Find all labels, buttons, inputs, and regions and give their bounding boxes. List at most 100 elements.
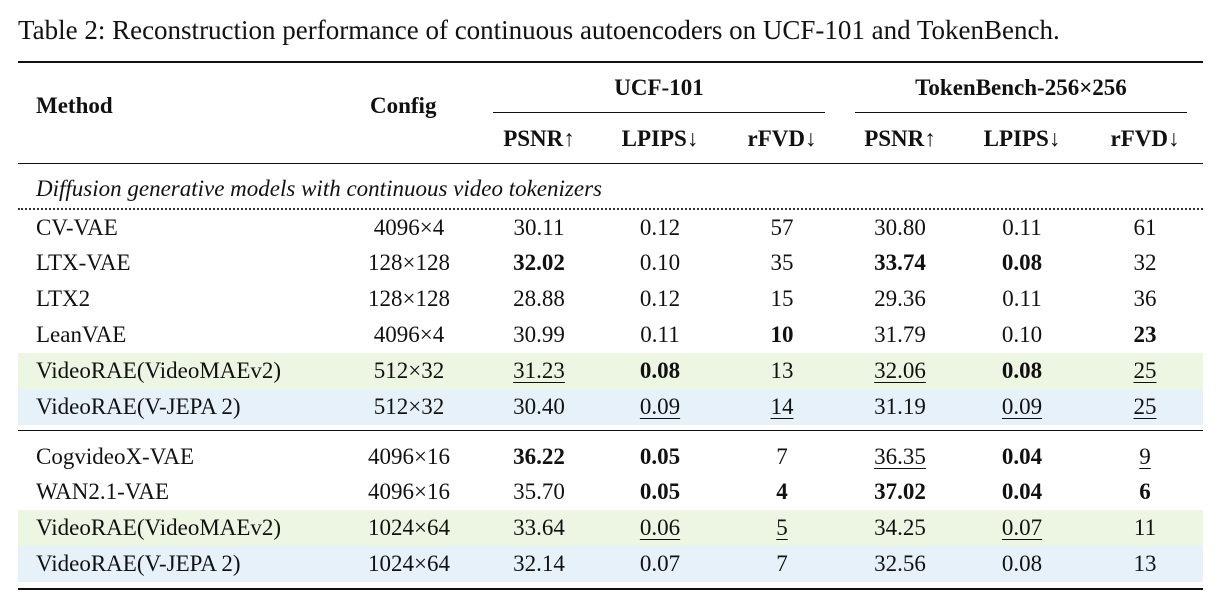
cell-ucf-rfvd: 7 [776,444,788,469]
cell-tb-lpips: 0.04 [1001,479,1043,504]
cell-method: WAN2.1-VAE [36,479,170,504]
cell-tb-rfvd: 25 [1133,394,1157,419]
cell-ucf-psnr: 30.99 [513,322,565,347]
cell-tb-psnr: 29.36 [874,286,926,311]
cell-config: 128×128 [368,286,450,311]
header-config: Config [370,93,437,118]
cell-ucf-psnr: 35.70 [513,479,565,504]
cell-method: CV-VAE [36,215,118,240]
cell-config: 512×32 [373,394,445,419]
cell-ucf-lpips: 0.08 [639,358,681,383]
cell-method: LeanVAE [36,322,127,347]
header-tb-lpips: LPIPS↓ [983,126,1061,151]
cell-ucf-rfvd: 7 [776,551,788,576]
cell-ucf-rfvd: 10 [770,322,794,347]
cell-tb-lpips: 0.04 [1001,444,1043,469]
cell-ucf-rfvd: 57 [770,215,794,240]
cell-tb-rfvd: 61 [1133,215,1157,240]
cell-ucf-psnr: 32.14 [513,551,565,576]
table-row: LTX-VAE 128×128 32.02 0.10 35 33.74 0.08… [18,245,1203,281]
cell-ucf-rfvd: 35 [770,250,794,275]
cell-tb-lpips: 0.08 [1001,358,1043,383]
cell-method: VideoRAE(V-JEPA 2) [36,394,241,419]
cell-ucf-rfvd: 13 [770,358,794,383]
cell-ucf-lpips: 0.07 [639,551,681,576]
header-ucf-rfvd: rFVD↓ [747,126,817,151]
cell-tb-psnr: 32.56 [874,551,926,576]
cell-ucf-lpips: 0.05 [639,479,681,504]
cell-ucf-psnr: 33.64 [513,515,565,540]
cell-method: LTX-VAE [36,250,131,275]
section-label: Diffusion generative models with continu… [36,176,602,201]
cell-config: 4096×16 [368,444,450,469]
cell-tb-rfvd: 36 [1133,286,1157,311]
cell-tb-psnr: 37.02 [874,479,926,504]
table-row-highlight-vjepa: VideoRAE(V-JEPA 2) 1024×64 32.14 0.07 7 … [18,546,1203,582]
tokenbench-group-underline [855,112,1187,113]
cell-ucf-lpips: 0.12 [639,286,681,311]
cell-ucf-rfvd: 4 [776,479,788,504]
cell-ucf-rfvd: 5 [776,515,788,540]
cell-ucf-psnr: 32.02 [513,250,565,275]
cell-config: 1024×64 [368,551,450,576]
table-row-highlight-vjepa: VideoRAE(V-JEPA 2) 512×32 30.40 0.09 14 … [18,389,1203,425]
cell-tb-rfvd: 25 [1133,358,1157,383]
cell-tb-psnr: 34.25 [874,515,926,540]
header-ucf-lpips: LPIPS↓ [621,126,699,151]
cell-tb-lpips: 0.09 [1001,394,1043,419]
cell-tb-rfvd: 6 [1139,479,1151,504]
cell-tb-rfvd: 11 [1133,515,1157,540]
top-rule [18,61,1203,63]
cell-ucf-lpips: 0.10 [639,250,681,275]
cell-ucf-lpips: 0.12 [639,215,681,240]
table-row: LTX2 128×128 28.88 0.12 15 29.36 0.11 36 [18,281,1203,317]
group-divider-rule [18,430,1203,431]
cell-ucf-rfvd: 15 [770,286,794,311]
cell-tb-lpips: 0.08 [1001,250,1043,275]
cell-ucf-rfvd: 14 [770,394,794,419]
cell-tb-lpips: 0.08 [1001,551,1043,576]
header-group-ucf101: UCF-101 [614,75,704,100]
cell-ucf-psnr: 30.11 [513,215,565,240]
cell-ucf-psnr: 30.40 [513,394,565,419]
cell-config: 4096×4 [373,322,445,347]
cell-config: 512×32 [373,358,445,383]
cell-ucf-psnr: 31.23 [513,358,565,383]
cell-ucf-lpips: 0.09 [639,394,681,419]
header-tb-psnr: PSNR↑ [864,126,936,151]
cell-config: 128×128 [368,250,450,275]
table-row-highlight-videomae: VideoRAE(VideoMAEv2) 512×32 31.23 0.08 1… [18,353,1203,389]
ucf101-group-underline [493,112,825,113]
cell-config: 4096×16 [368,479,450,504]
cell-tb-rfvd: 32 [1133,250,1157,275]
cell-method: VideoRAE(V-JEPA 2) [36,551,241,576]
header-ucf-psnr: PSNR↑ [503,126,575,151]
cell-tb-psnr: 36.35 [874,444,926,469]
cell-method: VideoRAE(VideoMAEv2) [36,515,282,540]
header-method: Method [36,93,113,118]
cell-tb-lpips: 0.11 [1002,215,1042,240]
cell-config: 1024×64 [368,515,450,540]
cell-ucf-lpips: 0.11 [640,322,680,347]
table-row: CogvideoX-VAE 4096×16 36.22 0.05 7 36.35… [18,439,1203,475]
cell-tb-psnr: 30.80 [874,215,926,240]
header-bottom-rule [18,163,1203,164]
bottom-rule [18,588,1203,590]
cell-tb-psnr: 31.19 [874,394,926,419]
cell-ucf-lpips: 0.05 [639,444,681,469]
cell-tb-psnr: 33.74 [874,250,926,275]
cell-method: VideoRAE(VideoMAEv2) [36,358,282,383]
table-row: LeanVAE 4096×4 30.99 0.11 10 31.79 0.10 … [18,317,1203,353]
table-caption: Table 2: Reconstruction performance of c… [18,15,1060,45]
cell-ucf-psnr: 28.88 [513,286,565,311]
cell-tb-lpips: 0.10 [1001,322,1043,347]
cell-method: CogvideoX-VAE [36,444,195,469]
header-group-tokenbench: TokenBench-256×256 [915,75,1127,100]
cell-tb-lpips: 0.07 [1001,515,1043,540]
cell-tb-rfvd: 13 [1133,551,1157,576]
cell-tb-psnr: 32.06 [874,358,926,383]
cell-tb-rfvd: 9 [1139,444,1151,469]
cell-ucf-psnr: 36.22 [513,444,565,469]
header-tb-rfvd: rFVD↓ [1110,126,1180,151]
section-dotted-rule [18,208,1203,210]
